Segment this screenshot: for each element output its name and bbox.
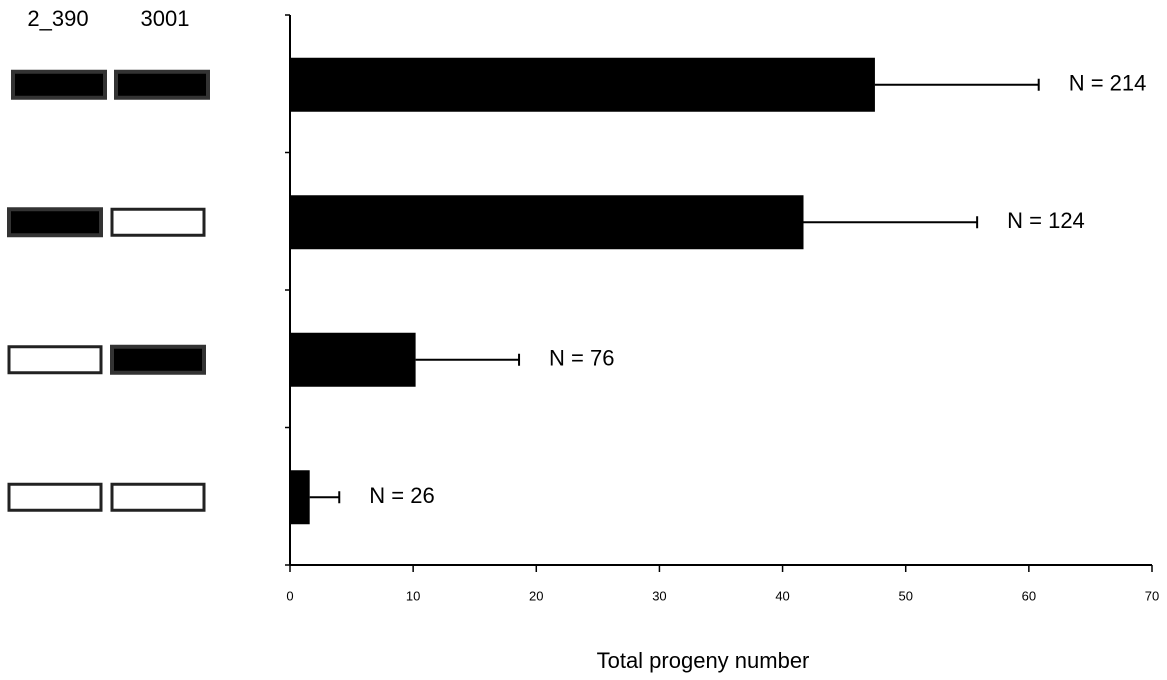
genotype-empty [7,345,103,375]
x-axis-label: Total progeny number [597,648,810,673]
x-tick-label: 20 [529,588,543,603]
genotype-filled [114,69,210,100]
x-tick-label: 50 [898,588,912,603]
x-tick-label: 0 [286,588,293,603]
genotype-empty [110,207,206,237]
genotype-filled [110,344,206,375]
bar [290,332,416,387]
genotype-filled [7,207,103,238]
x-tick-label: 40 [775,588,789,603]
genotype-empty [110,482,206,512]
bar [290,57,875,112]
x-tick-label: 30 [652,588,666,603]
x-tick-label: 10 [406,588,420,603]
value-annotation: N = 26 [369,483,434,508]
value-annotation: N = 124 [1007,208,1085,233]
x-tick-label: 70 [1145,588,1159,603]
genotype-filled [11,69,107,100]
value-annotation: N = 214 [1069,71,1147,96]
value-annotation: N = 76 [549,346,614,371]
x-tick-label: 60 [1022,588,1036,603]
bar [290,195,804,250]
column-header: 2_390 [27,6,88,31]
bar [290,470,310,525]
genotype-empty [7,482,103,512]
column-header: 3001 [141,6,190,31]
